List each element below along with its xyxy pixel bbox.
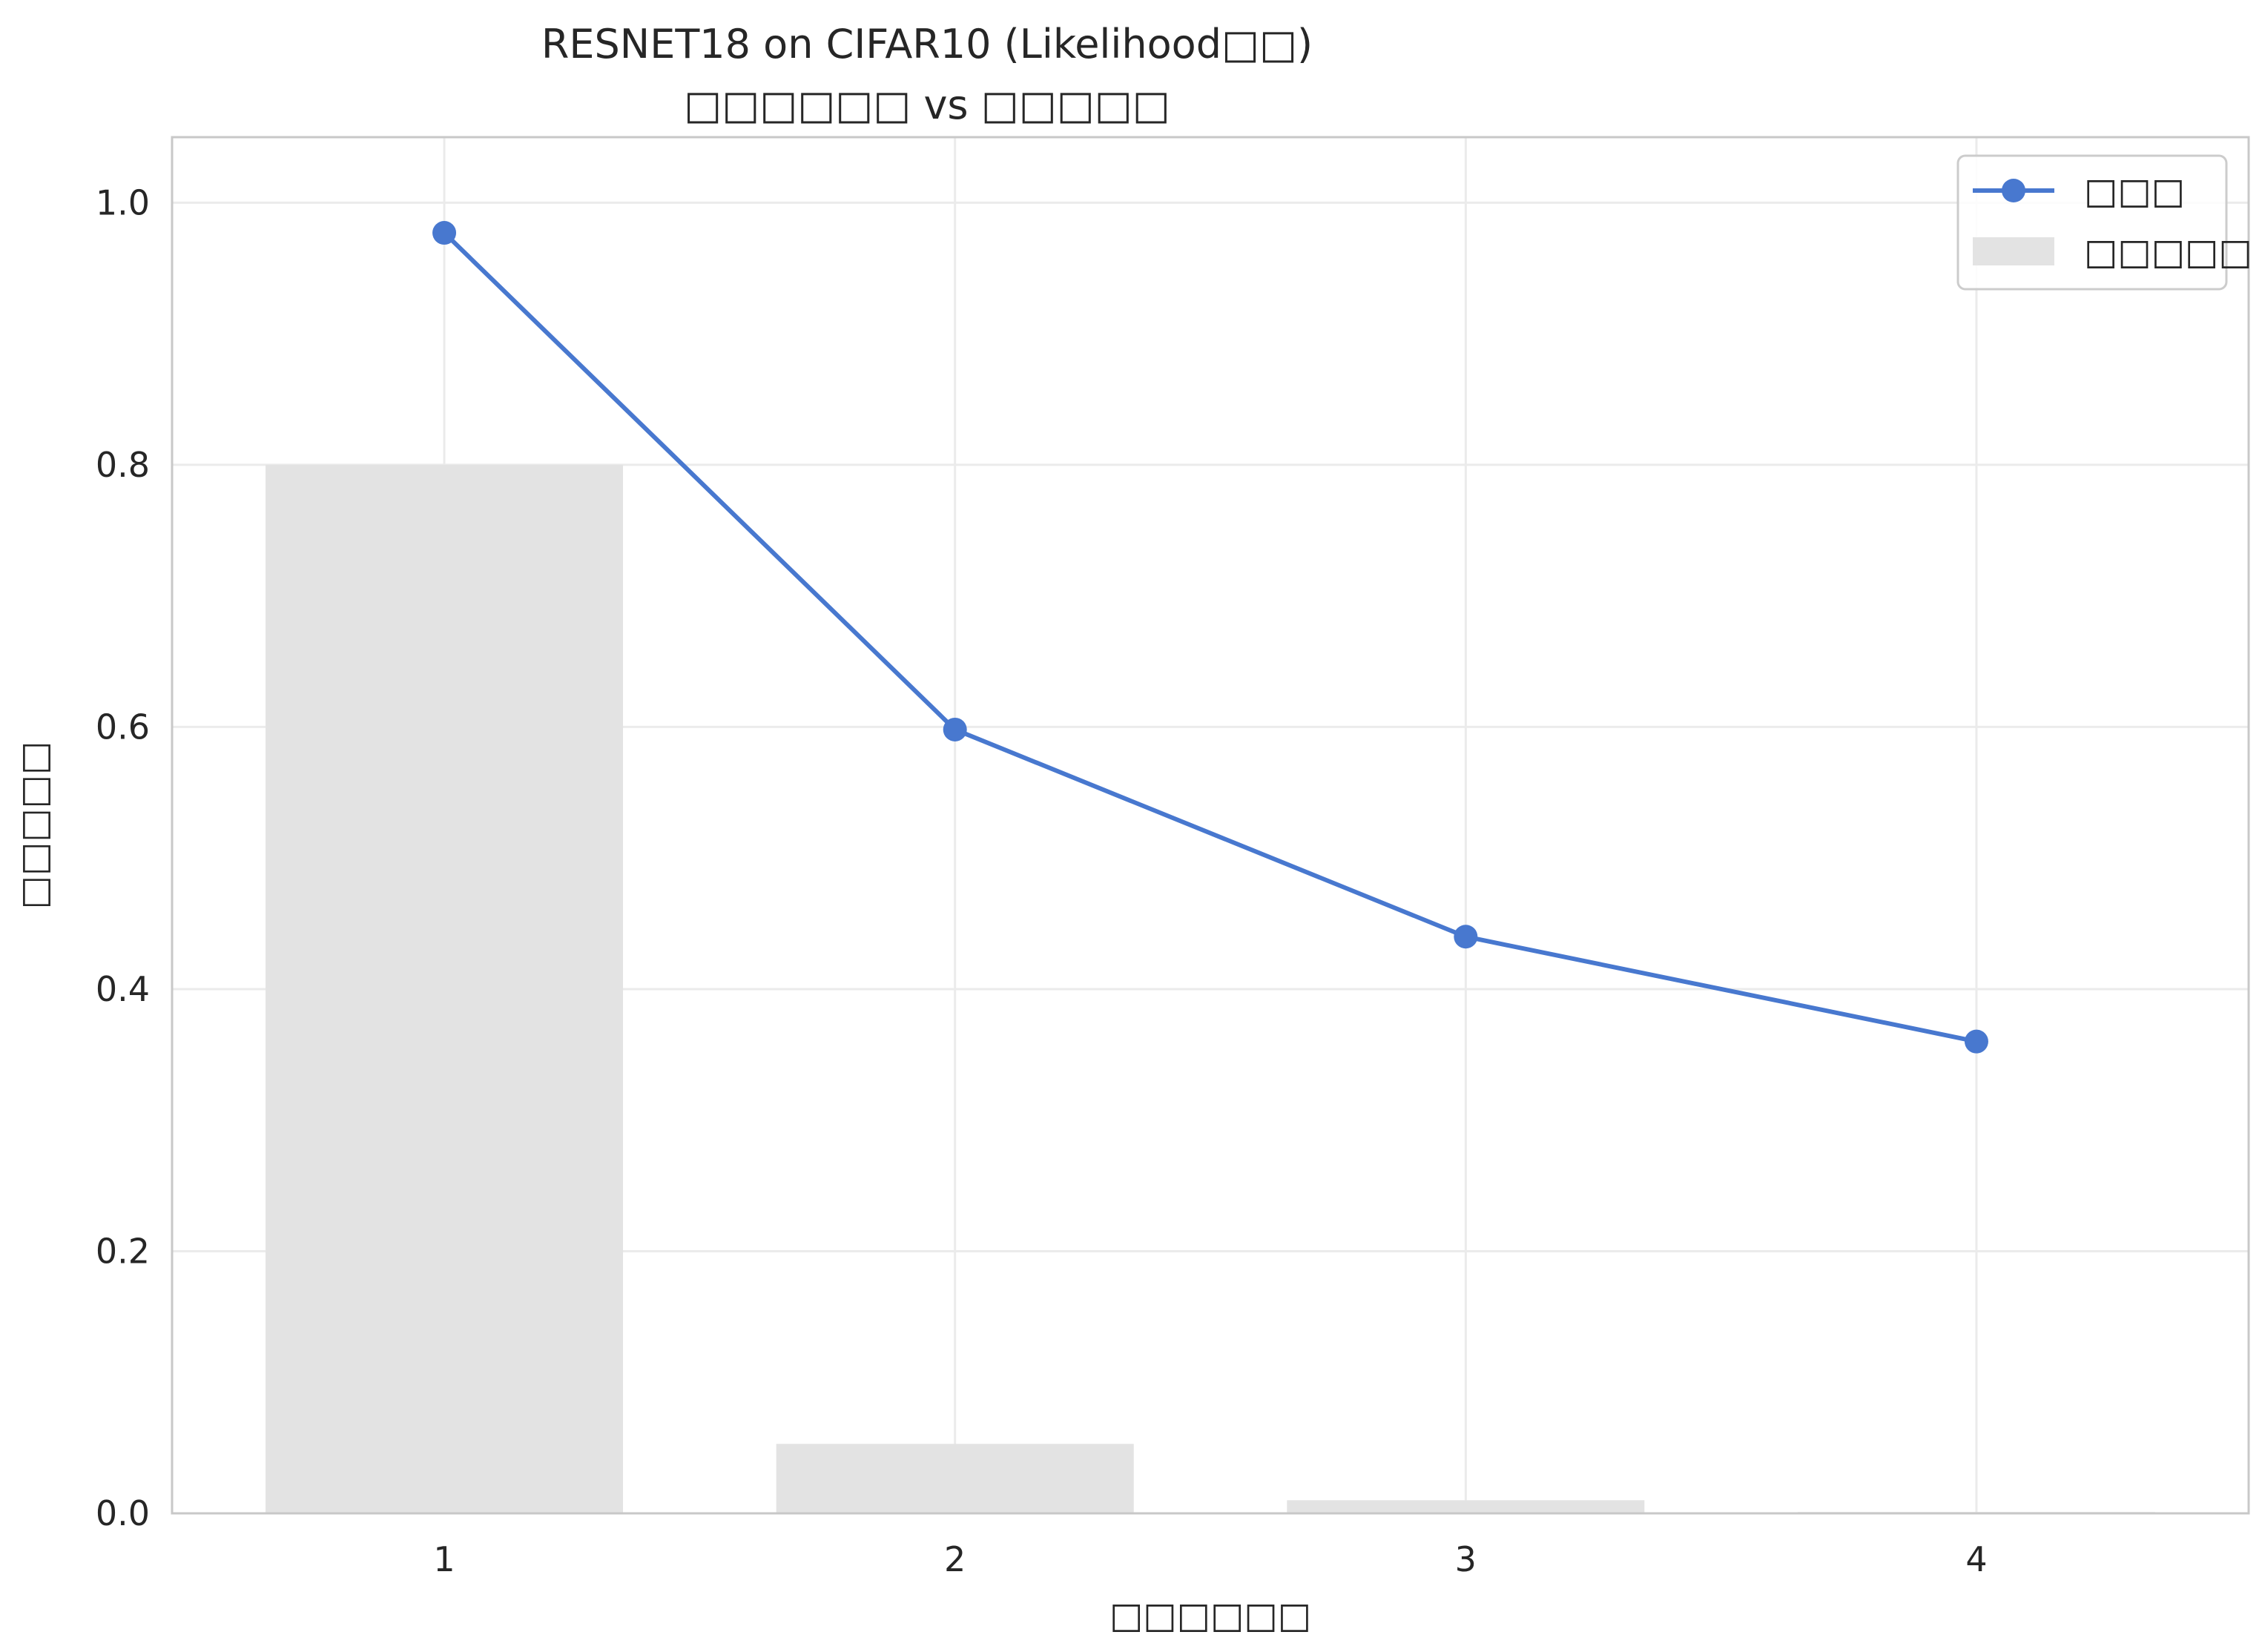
line-point-4	[1964, 1029, 1988, 1054]
bar-layer	[266, 464, 2155, 1513]
line-point-1	[432, 221, 457, 245]
bar-2	[776, 1444, 1134, 1513]
plot-frame	[171, 136, 2250, 1515]
line-point-3	[1454, 925, 1478, 949]
line-point-2	[943, 717, 967, 741]
x-tick-label-0: 1	[433, 1539, 455, 1579]
y-tick-label-4: 0.8	[96, 445, 150, 485]
bar-3	[1287, 1500, 1645, 1513]
chart-title-line1: RESNET18 on CIFAR10 (Likelihood□□)	[541, 21, 1313, 67]
y-tick-label-1: 0.2	[96, 1231, 150, 1271]
line-layer	[432, 221, 1988, 1054]
y-tick-label-0: 0.0	[96, 1493, 150, 1533]
y-tick-labels: 0.0 0.2 0.4 0.6 0.8 1.0	[96, 182, 150, 1533]
x-tick-label-1: 2	[944, 1539, 966, 1579]
legend: □□□ □□□□□	[1956, 154, 2252, 291]
x-tick-label-3: 4	[1965, 1539, 1987, 1579]
y-tick-label-5: 1.0	[96, 182, 150, 222]
x-axis-label: □□□□□□	[1109, 1595, 1311, 1636]
series-line	[442, 231, 1977, 1044]
chart-title-line2: □□□□□□ vs □□□□□	[684, 82, 1170, 128]
y-axis-label: □□□□□	[13, 741, 55, 910]
y-tick-label-3: 0.6	[96, 707, 150, 747]
x-tick-labels: 1 2 3 4	[433, 1539, 1987, 1579]
y-tick-label-2: 0.4	[96, 969, 150, 1009]
legend-bar-swatch	[1973, 237, 2054, 265]
legend-label-line: □□□	[2084, 171, 2185, 212]
bar-1	[266, 464, 624, 1513]
legend-label-bar: □□□□□	[2084, 231, 2252, 273]
x-tick-label-2: 3	[1455, 1539, 1477, 1579]
legend-marker-swatch	[2002, 179, 2025, 202]
